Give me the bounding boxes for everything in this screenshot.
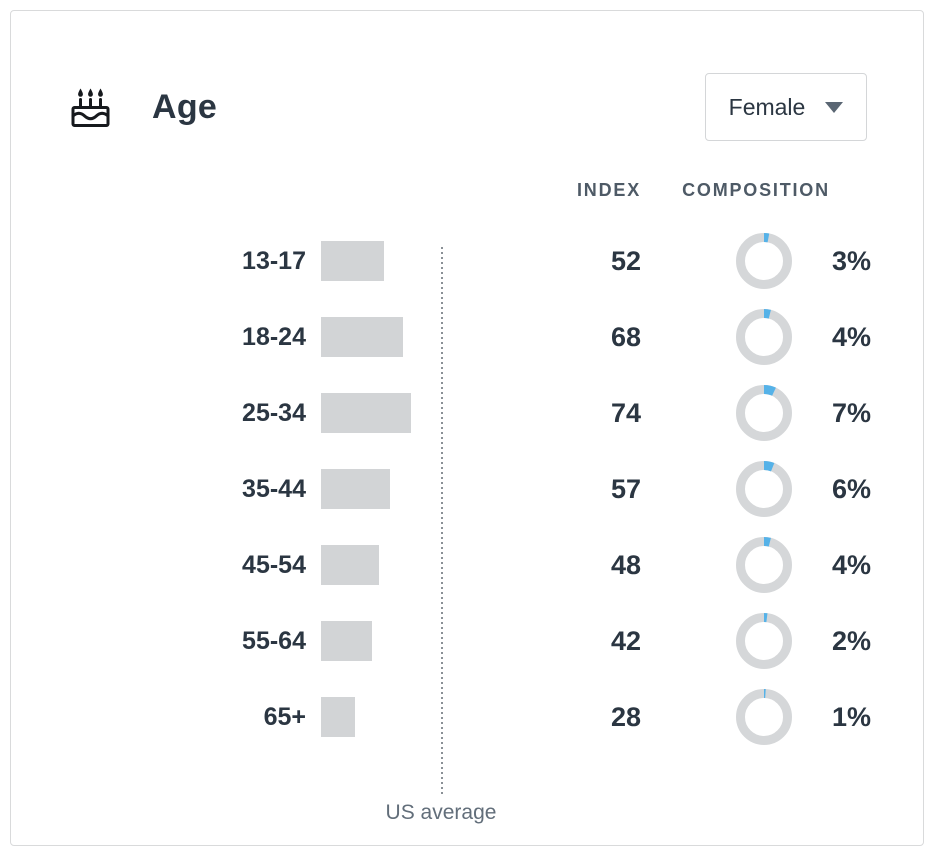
- composition-value: 3%: [831, 245, 871, 276]
- donut-arc: [736, 461, 792, 517]
- donut-arc: [736, 613, 792, 669]
- age-label: 25-34: [242, 398, 306, 427]
- birthday-cake-icon: [71, 88, 110, 127]
- index-value: 68: [610, 321, 641, 352]
- donut-track: [736, 309, 792, 365]
- index-value: 57: [610, 473, 641, 504]
- composition-donut: [736, 537, 792, 593]
- us-average-label: US average: [385, 801, 497, 824]
- table-row: 55-64 42 2%: [11, 603, 923, 679]
- index-bar: [321, 317, 403, 357]
- table-row: 35-44 57 6%: [11, 451, 923, 527]
- column-headers: INDEX COMPOSITION: [11, 179, 923, 201]
- index-bar-cell: [306, 697, 521, 737]
- donut-arc: [736, 233, 792, 289]
- composition-value: 1%: [831, 701, 871, 732]
- donut-arc: [736, 385, 792, 441]
- index-bar: [321, 241, 384, 281]
- table-row: 13-17 52 3%: [11, 223, 923, 299]
- table-row: 18-24 68 4%: [11, 299, 923, 375]
- index-value: 28: [610, 701, 641, 732]
- column-header-composition: COMPOSITION: [682, 179, 830, 200]
- index-bar-cell: [306, 317, 521, 357]
- segment-dropdown-value: Female: [728, 93, 806, 120]
- composition-value: 6%: [831, 473, 871, 504]
- age-label: 55-64: [242, 626, 306, 655]
- index-bar-cell: [306, 545, 521, 585]
- composition-donut: [736, 613, 792, 669]
- composition-donut: [736, 309, 792, 365]
- age-label: 13-17: [242, 246, 306, 275]
- donut-track: [736, 689, 792, 745]
- composition-donut: [736, 461, 792, 517]
- index-bar: [321, 469, 390, 509]
- donut-arc: [736, 537, 792, 593]
- donut-track: [736, 385, 792, 441]
- table-row: 45-54 48 4%: [11, 527, 923, 603]
- age-rows: 13-17 52 3% 18-24 68 4% 25-34 74: [11, 223, 923, 755]
- index-bar-cell: [306, 393, 521, 433]
- age-label: 45-54: [242, 550, 306, 579]
- index-value: 48: [610, 549, 641, 580]
- donut-track: [736, 233, 792, 289]
- index-value: 42: [610, 625, 641, 656]
- composition-value: 7%: [831, 397, 871, 428]
- page-title: Age: [152, 87, 218, 126]
- composition-donut: [736, 233, 792, 289]
- us-average-reference-line: [441, 247, 443, 795]
- age-label: 35-44: [242, 474, 306, 503]
- index-value: 74: [610, 397, 641, 428]
- index-bar-cell: [306, 241, 521, 281]
- index-bar: [321, 545, 379, 585]
- index-bar-cell: [306, 621, 521, 661]
- donut-track: [736, 461, 792, 517]
- table-row: 25-34 74 7%: [11, 375, 923, 451]
- donut-track: [736, 613, 792, 669]
- index-bar: [321, 393, 411, 433]
- composition-value: 4%: [831, 549, 871, 580]
- chevron-down-icon: [825, 101, 844, 113]
- composition-value: 2%: [831, 625, 871, 656]
- composition-donut: [736, 689, 792, 745]
- donut-arc: [736, 309, 792, 365]
- column-header-index: INDEX: [576, 179, 641, 200]
- segment-dropdown[interactable]: Female: [705, 73, 867, 141]
- age-card: Age Female INDEX COMPOSITION 13-17 52 3%…: [10, 10, 924, 846]
- index-bar: [321, 697, 355, 737]
- donut-arc: [736, 689, 792, 745]
- card-header: Age Female: [11, 11, 923, 141]
- composition-value: 4%: [831, 321, 871, 352]
- index-bar: [321, 621, 372, 661]
- index-value: 52: [610, 245, 641, 276]
- index-bar-cell: [306, 469, 521, 509]
- age-chart: INDEX COMPOSITION 13-17 52 3% 18-24 68 4…: [11, 179, 923, 825]
- composition-donut: [736, 385, 792, 441]
- age-label: 18-24: [242, 322, 306, 351]
- donut-track: [736, 537, 792, 593]
- age-label: 65+: [263, 702, 306, 731]
- table-row: 65+ 28 1%: [11, 679, 923, 755]
